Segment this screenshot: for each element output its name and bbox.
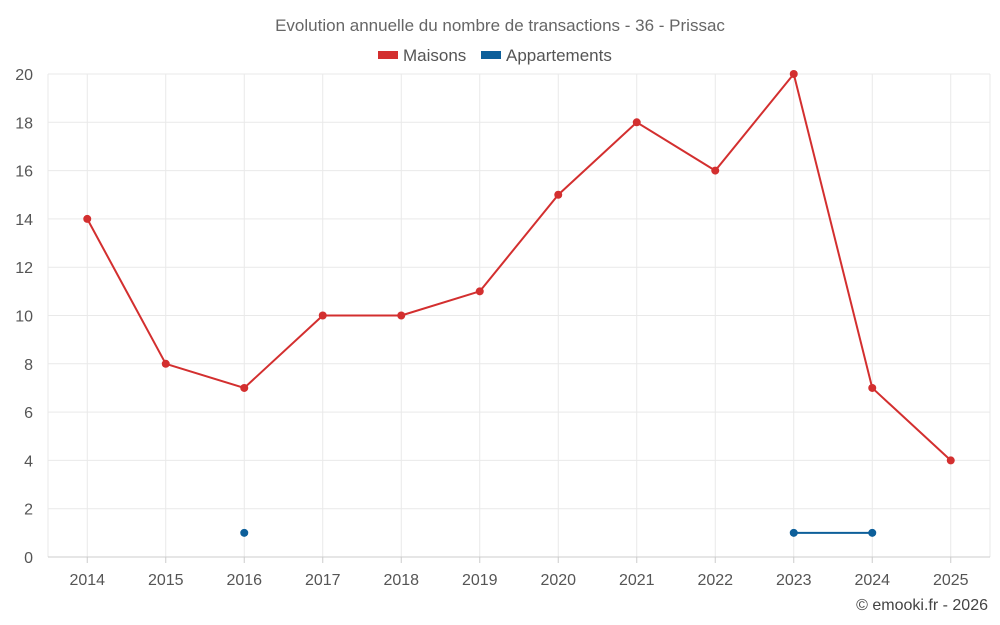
data-point-maisons-2023[interactable] (789, 70, 798, 78)
x-tick-label: 2018 (383, 572, 419, 589)
x-tick-label: 2021 (619, 572, 655, 589)
data-point-appartements-2016[interactable] (240, 528, 249, 537)
axes: 0 2 4 6 8 10 12 14 16 18 20 2014 2015 2016 2017 2018 201… (15, 67, 990, 589)
x-tick-label: 2016 (226, 572, 262, 589)
y-tick-label: 10 (15, 309, 33, 326)
series (83, 70, 955, 537)
data-point-maisons-2018[interactable] (397, 311, 406, 320)
data-point-maisons-2024[interactable] (868, 383, 877, 392)
legend: Maisons Appartements (378, 46, 612, 65)
y-tick-label: 0 (24, 550, 33, 567)
legend-label-maisons: Maisons (403, 46, 466, 65)
data-point-maisons-2025[interactable] (946, 456, 955, 465)
series-maisons (83, 70, 955, 465)
x-tick-label: 2020 (540, 572, 576, 589)
data-point-appartements-2024[interactable] (868, 528, 877, 537)
chart-title: Evolution annuelle du nombre de transact… (275, 16, 725, 35)
legend-swatch-maisons (378, 51, 398, 59)
x-tick-label: 2022 (697, 572, 733, 589)
y-tick-label: 8 (24, 357, 33, 374)
y-tick-label: 16 (15, 164, 33, 181)
x-tick-label: 2024 (854, 572, 890, 589)
y-tick-label: 12 (15, 260, 33, 277)
y-tick-label: 4 (24, 453, 33, 470)
data-point-appartements-2023[interactable] (789, 528, 798, 537)
x-tick-label: 2014 (69, 572, 105, 589)
x-tick-label: 2015 (148, 572, 184, 589)
data-point-maisons-2014[interactable] (83, 214, 92, 223)
data-point-maisons-2022[interactable] (711, 166, 720, 175)
legend-item-appartements[interactable]: Appartements (481, 46, 612, 65)
grid (47, 73, 991, 557)
data-point-maisons-2017[interactable] (318, 311, 327, 320)
data-point-maisons-2019[interactable] (475, 287, 484, 296)
series-line-maisons (86, 73, 952, 462)
x-tick-label: 2019 (462, 572, 498, 589)
y-tick-label: 2 (24, 502, 33, 519)
y-tick-label: 18 (15, 115, 33, 132)
y-tick-label: 20 (15, 67, 33, 84)
y-tick-label: 6 (24, 405, 33, 422)
data-point-maisons-2016[interactable] (240, 383, 249, 392)
legend-item-maisons[interactable]: Maisons (378, 46, 466, 65)
credit-text: © emooki.fr - 2026 (856, 597, 988, 614)
data-point-maisons-2020[interactable] (554, 190, 563, 199)
series-appartements (240, 528, 877, 537)
legend-label-appartements: Appartements (506, 46, 612, 65)
data-point-maisons-2015[interactable] (161, 359, 170, 368)
x-tick-label: 2017 (305, 572, 341, 589)
legend-swatch-appartements (481, 51, 501, 59)
x-tick-label: 2023 (776, 572, 812, 589)
x-tick-label: 2025 (933, 572, 969, 589)
y-tick-label: 14 (15, 212, 33, 229)
data-point-maisons-2021[interactable] (632, 118, 641, 127)
